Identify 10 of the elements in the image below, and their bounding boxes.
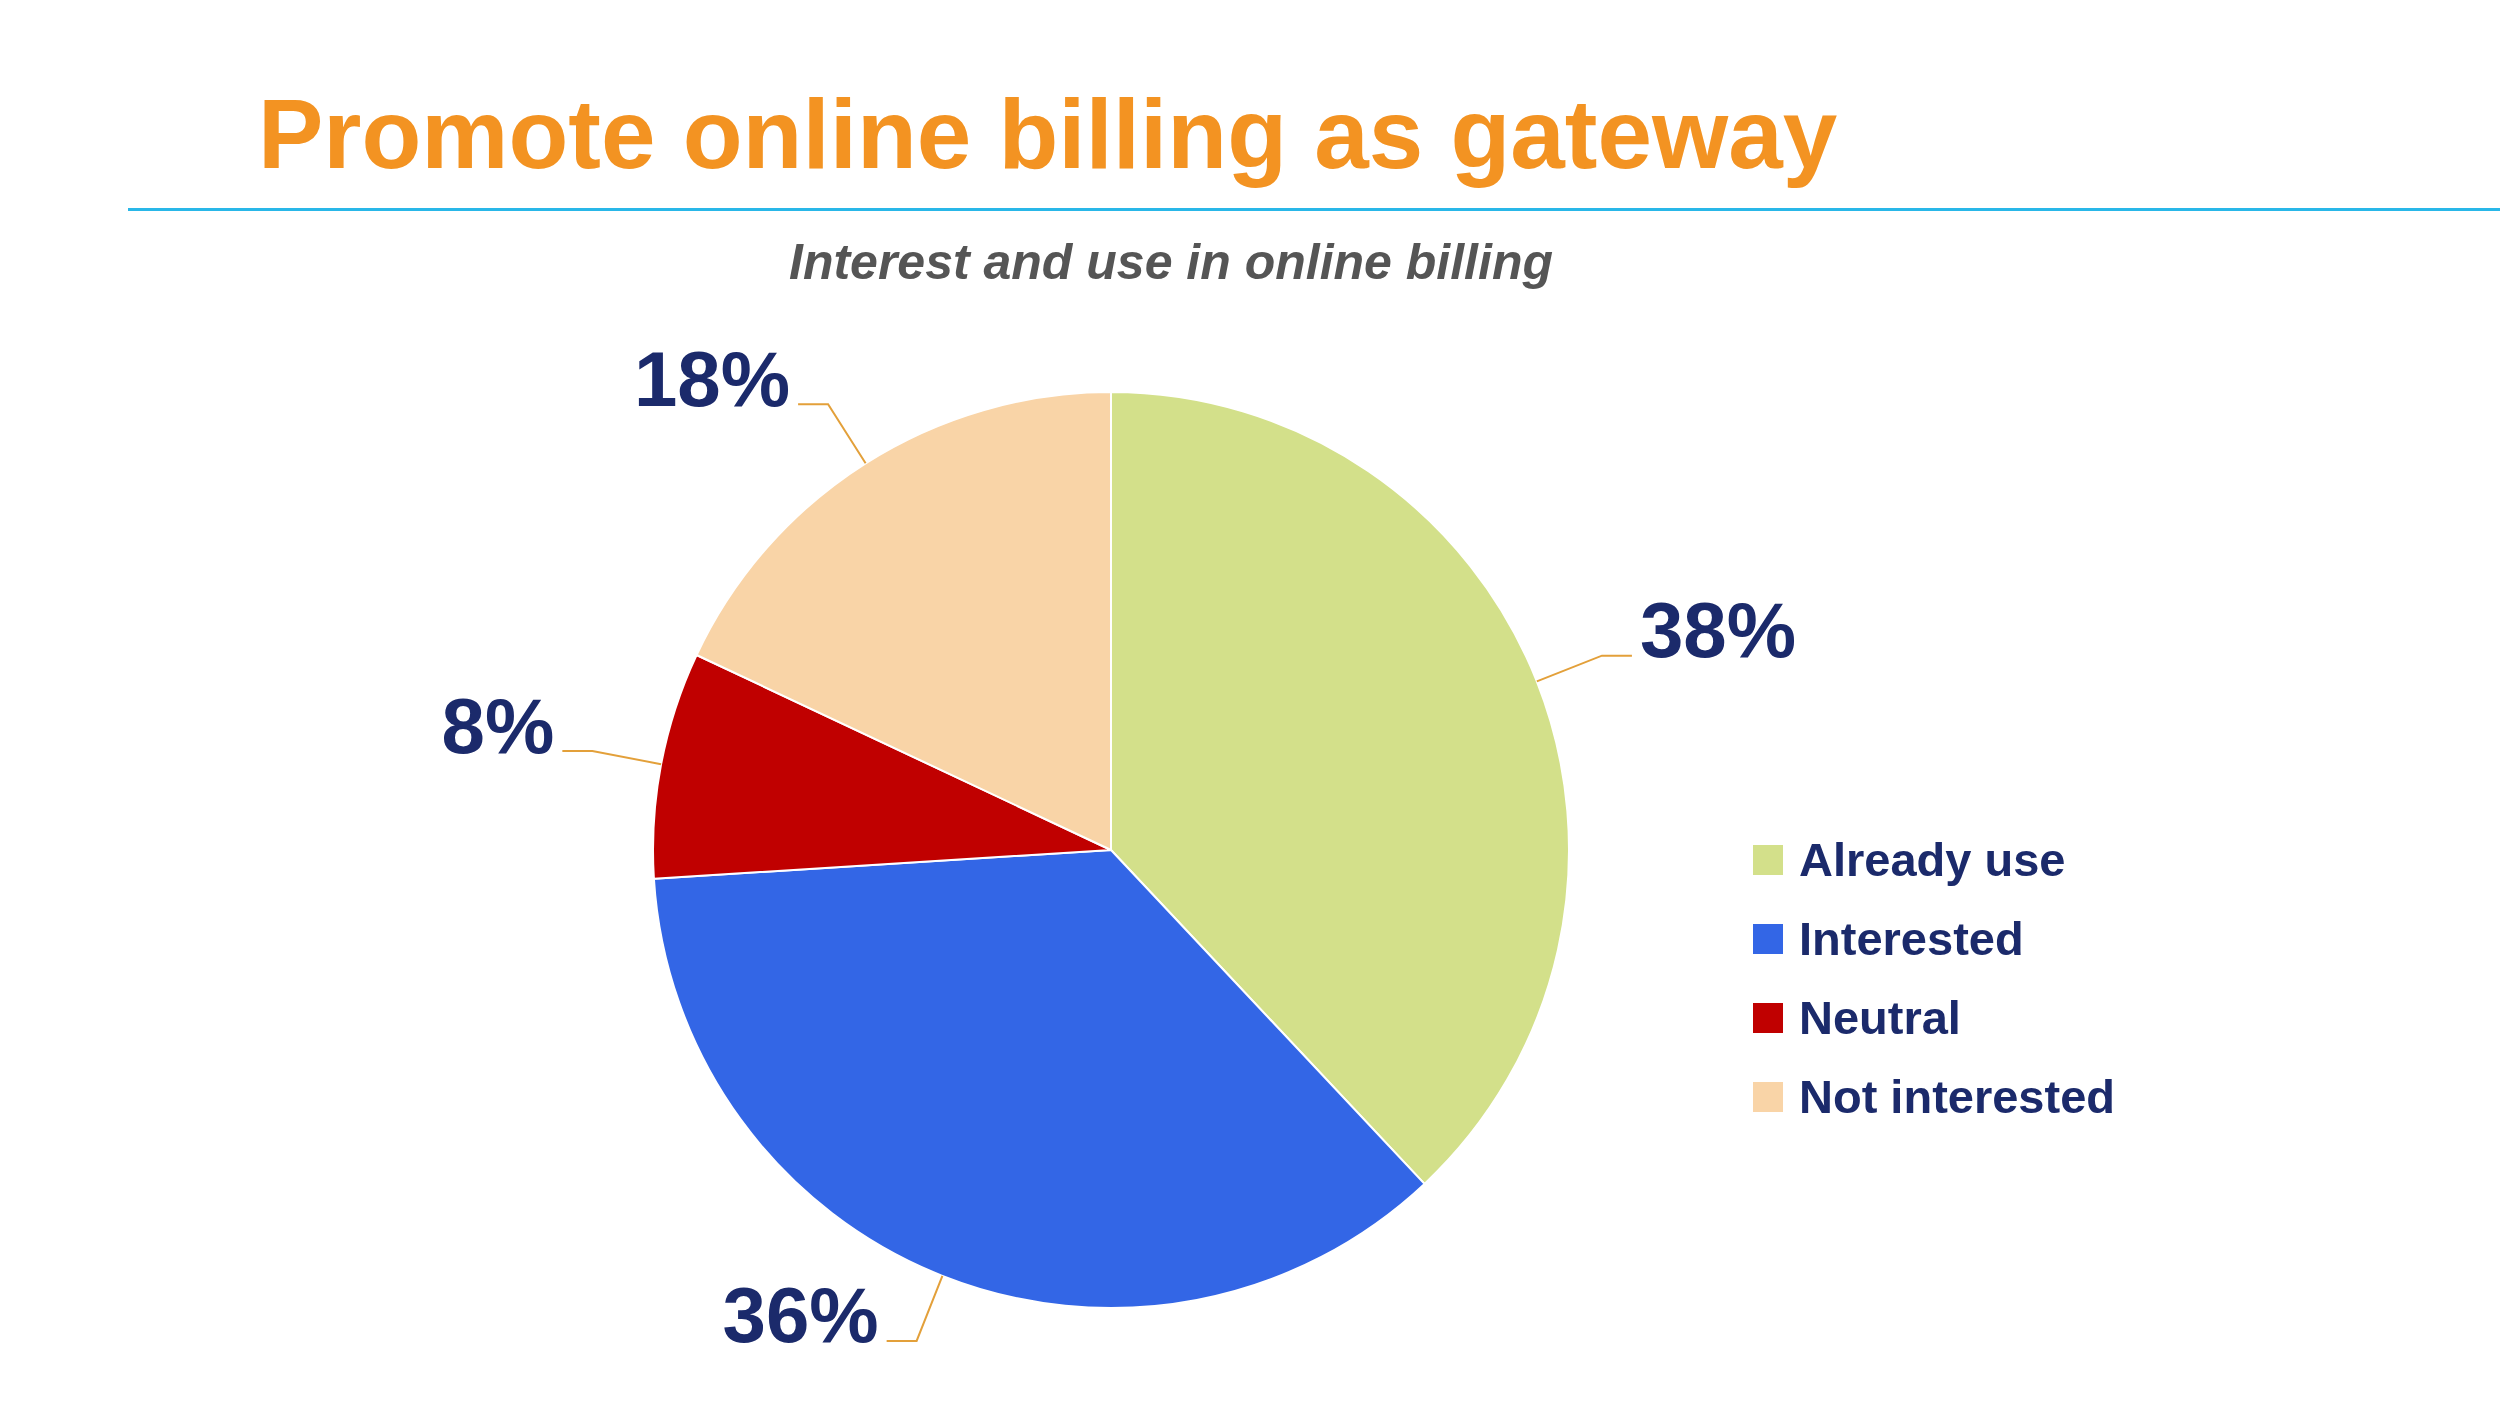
chart-title: Promote online billing as gateway (258, 78, 1838, 191)
data-label: 18% (633, 334, 791, 423)
data-label: 38% (1639, 586, 1797, 675)
data-label: 36% (722, 1271, 879, 1360)
legend-label: Neutral (1799, 990, 1961, 1045)
data-label: 8% (441, 681, 555, 770)
legend-label: Interested (1799, 911, 2024, 966)
chart-subtitle: Interest and use in online billing (788, 233, 1554, 291)
legend-label: Already use (1799, 832, 2066, 887)
legend-label: Not interested (1799, 1069, 2115, 1124)
